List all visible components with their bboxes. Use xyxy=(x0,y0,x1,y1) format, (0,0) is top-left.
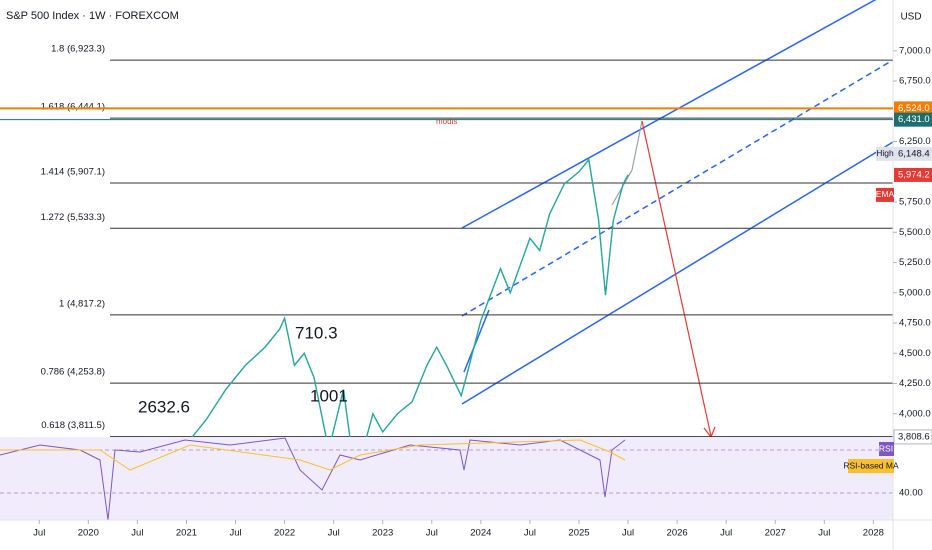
fib-label: 0.618 (3,811.5) xyxy=(41,420,105,431)
tag xyxy=(879,442,894,456)
price-line xyxy=(191,158,629,437)
y-tick-label: 5,000.0 xyxy=(899,287,931,298)
x-tick-label: 2026 xyxy=(667,528,688,539)
price-tag xyxy=(894,146,932,161)
x-tick-label: 2022 xyxy=(274,528,295,539)
tag-label: RSI-based MA xyxy=(843,460,899,470)
y-tick-label: 4,500.0 xyxy=(899,348,931,359)
currency: USD xyxy=(900,12,921,23)
y-tick-label: 5,500.0 xyxy=(899,227,931,238)
fib-label: 1.8 (6,923.3) xyxy=(51,44,105,55)
y-tick-label: 6,250.0 xyxy=(899,136,931,147)
x-tick-label: Jul xyxy=(524,528,536,539)
fib-label: 1.272 (5,533.3) xyxy=(41,212,105,223)
x-tick-label: 2023 xyxy=(372,528,393,539)
chart-title: S&P 500 Index · 1W · FOREXCOM xyxy=(6,10,179,22)
rsi-ma-line xyxy=(0,439,626,471)
rsi-pane xyxy=(0,437,893,520)
x-tick-label: 2028 xyxy=(863,528,884,539)
y-tick-label: 4,000.0 xyxy=(899,408,931,419)
arrow-head xyxy=(703,426,716,437)
price-tag xyxy=(894,167,932,182)
tag xyxy=(848,459,894,473)
x-tick-label: 2025 xyxy=(568,528,589,539)
tag xyxy=(876,187,894,202)
price-tag xyxy=(894,101,932,116)
fib-label: 0.786 (4,253.8) xyxy=(41,367,105,378)
x-tick-label: Jul xyxy=(131,528,143,539)
tag-label: EMA xyxy=(876,189,895,199)
x-tick-label: Jul xyxy=(426,528,438,539)
y-tick-label: 4,750.0 xyxy=(899,318,931,329)
x-tick-label: 2024 xyxy=(470,528,491,539)
x-tick-label: 2020 xyxy=(78,528,99,539)
fib-label: 1.618 (6,444.1) xyxy=(41,102,105,113)
annotation: 1001 xyxy=(310,386,348,405)
price-tag-label: 3,808.6 xyxy=(898,431,930,442)
trend-line xyxy=(463,309,490,373)
annotation: 710.3 xyxy=(295,323,338,342)
price-tag xyxy=(894,112,932,127)
channel-bottom xyxy=(461,141,893,405)
price-tag-label: 6,431.0 xyxy=(898,114,930,125)
y-tick-label: 4,250.0 xyxy=(899,378,931,389)
x-tick-label: Jul xyxy=(328,528,340,539)
x-tick-label: Jul xyxy=(720,528,732,539)
plot-area xyxy=(110,0,893,437)
x-tick-label: 2021 xyxy=(176,528,197,539)
y-tick-label: 6,750.0 xyxy=(899,76,931,87)
annotation: 2632.6 xyxy=(138,397,190,416)
x-tick-label: Jul xyxy=(622,528,634,539)
annotation: modis xyxy=(436,117,457,126)
price-tag-label: 5,974.2 xyxy=(898,169,930,180)
tag-label: High xyxy=(876,148,894,158)
tag-label: RSI xyxy=(879,443,893,453)
y-tick-label: 7,000.0 xyxy=(899,45,931,56)
rsi-line xyxy=(0,437,626,521)
x-tick-label: 2027 xyxy=(765,528,786,539)
fib-label: 1 (4,817.2) xyxy=(59,298,105,309)
y-tick-label: 5,250.0 xyxy=(899,257,931,268)
x-tick-label: Jul xyxy=(229,528,241,539)
price-tag-label: 6,148.4 xyxy=(898,148,930,159)
channel-mid xyxy=(461,59,893,317)
y-tick-label: 5,750.0 xyxy=(899,197,931,208)
tag xyxy=(876,146,894,161)
price-tag-label: 6,524.0 xyxy=(898,103,930,114)
projection xyxy=(611,120,643,206)
fib-label: 1.414 (5,907.1) xyxy=(41,167,105,178)
x-tick-label: Jul xyxy=(33,528,45,539)
rsi-tick-label: 40.00 xyxy=(899,488,923,499)
price-tag xyxy=(893,429,932,445)
x-tick-label: Jul xyxy=(818,528,830,539)
